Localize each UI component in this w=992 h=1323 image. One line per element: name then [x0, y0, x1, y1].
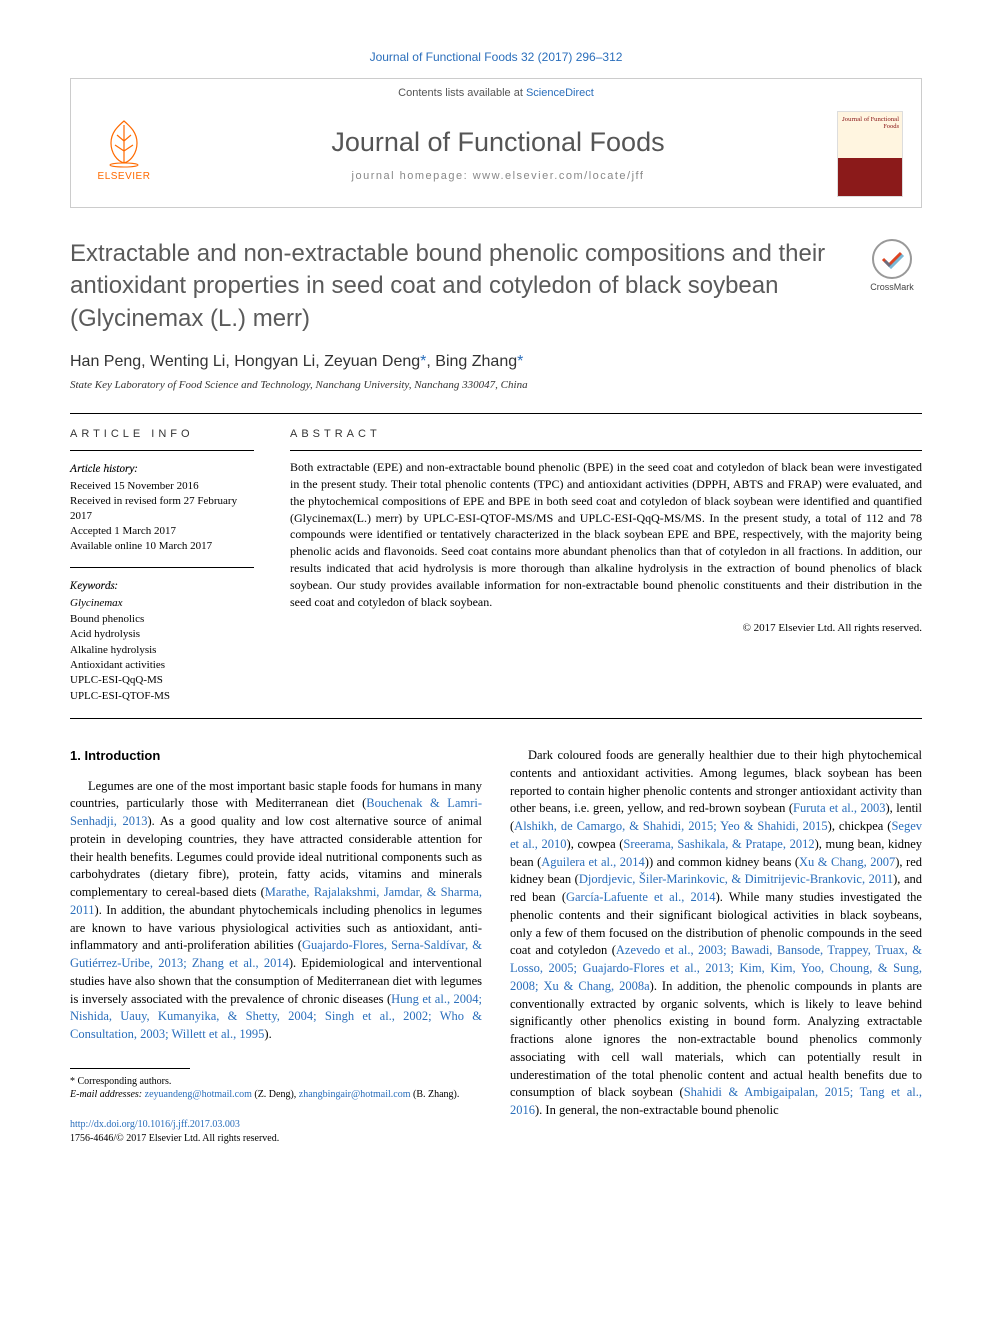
- journal-cover-thumbnail: Journal of Functional Foods: [837, 111, 903, 197]
- keywords-label: Keywords:: [70, 576, 254, 594]
- citation-link[interactable]: Xu & Chang, 2007: [799, 855, 895, 869]
- journal-homepage: journal homepage: www.elsevier.com/locat…: [159, 170, 837, 182]
- article-info-heading: ARTICLE INFO: [70, 428, 254, 440]
- keyword-item: Bound phenolics: [70, 612, 254, 627]
- citation-link[interactable]: Sreerama, Sashikala, & Pratape, 2012: [623, 837, 814, 851]
- online-date: Available online 10 March 2017: [70, 539, 254, 554]
- doi-link[interactable]: http://dx.doi.org/10.1016/j.jff.2017.03.…: [70, 1119, 240, 1130]
- crossmark-badge[interactable]: CrossMark: [862, 238, 922, 298]
- body-column-right: Dark coloured foods are generally health…: [510, 747, 922, 1146]
- elsevier-text: ELSEVIER: [98, 171, 151, 182]
- elsevier-logo: ELSEVIER: [89, 115, 159, 193]
- citation-link[interactable]: García-Lafuente et al., 2014: [566, 890, 716, 904]
- authors-line: Han Peng, Wenting Li, Hongyan Li, Zeyuan…: [70, 353, 922, 371]
- cover-title: Journal of Functional Foods: [838, 116, 899, 129]
- abstract-heading: ABSTRACT: [290, 428, 922, 440]
- keyword-item: UPLC-ESI-QqQ-MS: [70, 673, 254, 688]
- abstract-text: Both extractable (EPE) and non-extractab…: [290, 459, 922, 610]
- article-title: Extractable and non-extractable bound ph…: [70, 238, 862, 335]
- body-para-1: Legumes are one of the most important ba…: [70, 778, 482, 1044]
- revised-date: Received in revised form 27 February 201…: [70, 494, 254, 524]
- keyword-item: Antioxidant activities: [70, 658, 254, 673]
- copyright-line: © 2017 Elsevier Ltd. All rights reserved…: [290, 622, 922, 634]
- sciencedirect-link[interactable]: ScienceDirect: [526, 87, 594, 99]
- crossmark-label: CrossMark: [870, 282, 914, 292]
- citation-link[interactable]: Alshikh, de Camargo, & Shahidi, 2015; Ye…: [514, 819, 827, 833]
- email-link-1[interactable]: zeyuandeng@hotmail.com: [145, 1089, 252, 1100]
- contents-prefix: Contents lists available at: [398, 87, 526, 99]
- contents-bar: Contents lists available at ScienceDirec…: [71, 79, 921, 105]
- intro-heading: 1. Introduction: [70, 747, 482, 765]
- corr-marker-2[interactable]: *: [517, 353, 523, 370]
- crossmark-icon: [871, 238, 913, 280]
- citation-link[interactable]: Furuta et al., 2003: [793, 801, 885, 815]
- citation-link[interactable]: Djordjevic, Šiler-Marinkovic, & Dimitrij…: [579, 872, 893, 886]
- elsevier-tree-icon: [97, 115, 151, 169]
- journal-name: Journal of Functional Foods: [159, 127, 837, 158]
- history-label: Article history:: [70, 459, 254, 477]
- journal-header-box: Contents lists available at ScienceDirec…: [70, 78, 922, 208]
- doi-line: http://dx.doi.org/10.1016/j.jff.2017.03.…: [70, 1118, 482, 1146]
- keyword-item: UPLC-ESI-QTOF-MS: [70, 689, 254, 704]
- corresponding-footnote: * Corresponding authors. E-mail addresse…: [70, 1075, 482, 1102]
- keyword-item: Glycinemax: [70, 596, 254, 611]
- email-link-2[interactable]: zhangbingair@hotmail.com: [299, 1089, 411, 1100]
- body-column-left: 1. Introduction Legumes are one of the m…: [70, 747, 482, 1146]
- accepted-date: Accepted 1 March 2017: [70, 524, 254, 539]
- keyword-item: Acid hydrolysis: [70, 627, 254, 642]
- citation-link[interactable]: Aguilera et al., 2014: [541, 855, 645, 869]
- body-para-2: Dark coloured foods are generally health…: [510, 747, 922, 1120]
- received-date: Received 15 November 2016: [70, 479, 254, 494]
- affiliation: State Key Laboratory of Food Science and…: [70, 379, 922, 391]
- header-citation: Journal of Functional Foods 32 (2017) 29…: [70, 50, 922, 64]
- keyword-item: Alkaline hydrolysis: [70, 643, 254, 658]
